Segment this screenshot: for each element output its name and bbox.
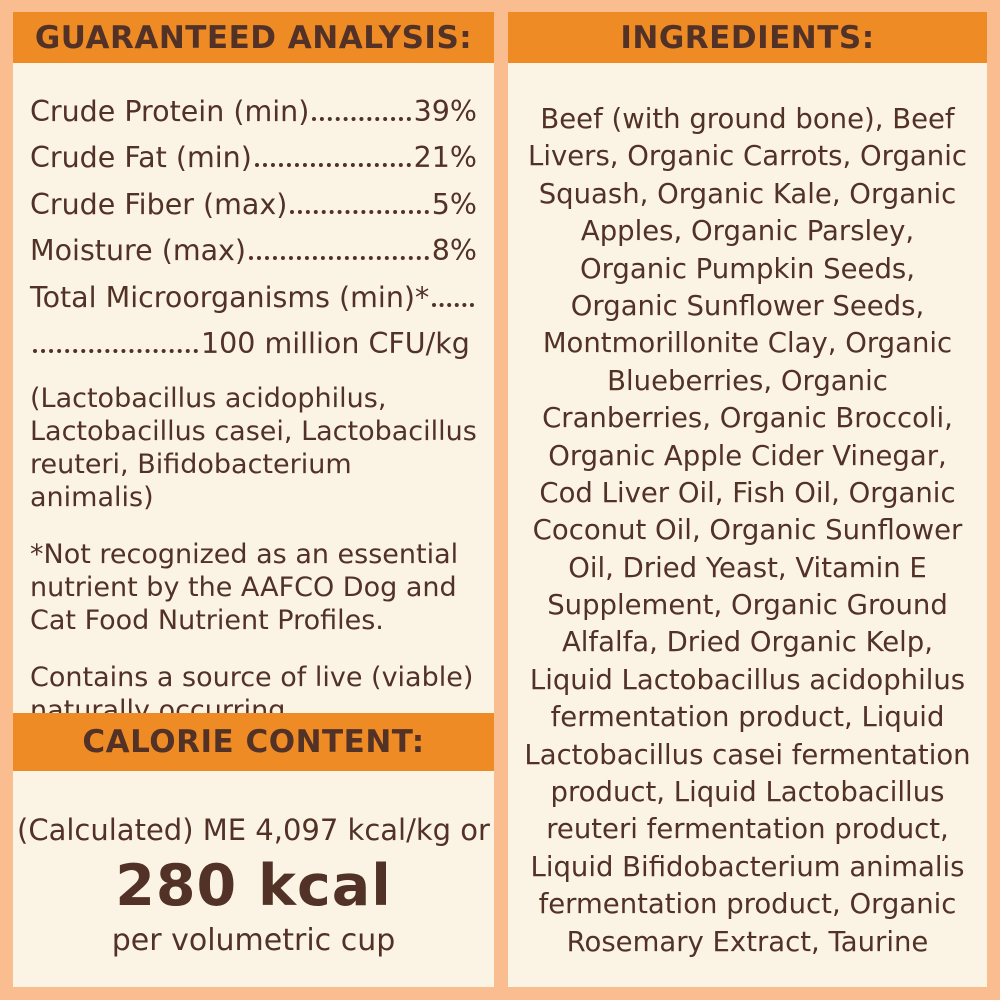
analysis-value: 5%: [431, 187, 477, 221]
calorie-calculated-line: (Calculated) ME 4,097 kcal/kg or: [17, 813, 490, 847]
guaranteed-analysis-header: GUARANTEED ANALYSIS:: [13, 12, 494, 63]
dot-leader: [254, 163, 411, 168]
calorie-content-header: CALORIE CONTENT:: [13, 713, 494, 771]
guaranteed-analysis-title: GUARANTEED ANALYSIS:: [34, 19, 473, 56]
analysis-value: 39%: [413, 95, 477, 128]
dot-leader: [312, 117, 411, 121]
analysis-label: Crude Fat (min): [30, 141, 252, 175]
analysis-row-crude-fat: Crude Fat (min) 21%: [30, 143, 477, 173]
left-column: GUARANTEED ANALYSIS: Crude Protein (min)…: [13, 12, 494, 987]
calorie-content-panel: (Calculated) ME 4,097 kcal/kg or 280 kca…: [13, 771, 494, 987]
dot-leader: [290, 209, 429, 214]
analysis-label: Moisture (max): [30, 234, 247, 268]
analysis-value: 8%: [431, 234, 477, 268]
analysis-row-microorganisms-line1: Total Microorganisms (min)*: [30, 280, 477, 314]
dot-leader: [33, 349, 198, 354]
analysis-label: Crude Protein (min): [30, 95, 310, 128]
dot-leader: [249, 256, 429, 261]
ingredients-header: INGREDIENTS:: [508, 12, 987, 63]
analysis-row-moisture: Moisture (max) 8%: [30, 236, 477, 266]
analysis-row-crude-protein: Crude Protein (min) 39%: [30, 97, 477, 127]
analysis-label: Crude Fiber (max): [30, 187, 288, 221]
ingredients-text: Beef (with ground bone), Beef Livers, Or…: [524, 103, 971, 958]
calorie-kcal-value: 280 kcal: [115, 853, 392, 919]
dot-leader: [432, 302, 474, 307]
ingredients-panel: Beef (with ground bone), Beef Livers, Or…: [508, 63, 987, 987]
analysis-value: 100 million CFU/kg: [201, 327, 470, 361]
calorie-content-title: CALORIE CONTENT:: [82, 724, 425, 760]
analysis-row-microorganisms-line2: 100 million CFU/kg: [30, 329, 477, 359]
ingredients-title: INGREDIENTS:: [620, 19, 875, 56]
live-microorganisms-note: Contains a source of live (viable) natur…: [30, 661, 474, 713]
aafco-footnote: *Not recognized as an essential nutrient…: [30, 538, 459, 636]
calorie-per-unit: per volumetric cup: [111, 923, 396, 958]
right-column: INGREDIENTS: Beef (with ground bone), Be…: [508, 12, 987, 987]
analysis-value: 21%: [413, 141, 477, 175]
analysis-label: Total Microorganisms (min)*: [30, 280, 430, 314]
species-note: (Lactobacillus acidophilus, Lactobacillu…: [30, 383, 477, 513]
guaranteed-analysis-panel: Crude Protein (min) 39% Crude Fat (min) …: [13, 63, 494, 713]
analysis-row-crude-fiber: Crude Fiber (max) 5%: [30, 187, 477, 221]
